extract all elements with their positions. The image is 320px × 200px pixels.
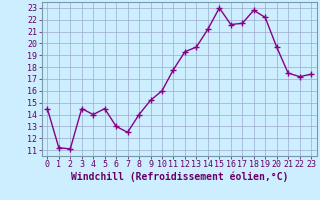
X-axis label: Windchill (Refroidissement éolien,°C): Windchill (Refroidissement éolien,°C) [70, 172, 288, 182]
